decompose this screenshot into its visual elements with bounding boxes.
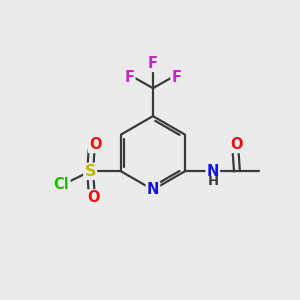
Text: O: O bbox=[89, 137, 101, 152]
Text: F: F bbox=[124, 70, 134, 85]
Text: N: N bbox=[207, 164, 219, 179]
Text: S: S bbox=[84, 164, 96, 179]
Text: O: O bbox=[88, 190, 100, 205]
Text: O: O bbox=[231, 137, 243, 152]
Text: N: N bbox=[147, 182, 159, 197]
Text: F: F bbox=[172, 70, 182, 85]
Text: H: H bbox=[208, 175, 219, 188]
Text: F: F bbox=[148, 56, 158, 71]
Text: Cl: Cl bbox=[54, 176, 70, 191]
